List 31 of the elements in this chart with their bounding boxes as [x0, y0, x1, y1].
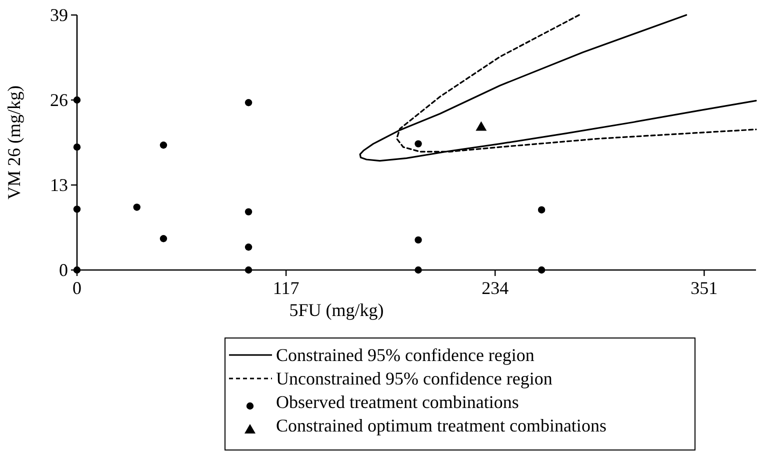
- legend-label: Unconstrained 95% confidence region: [276, 368, 552, 388]
- point: [160, 235, 168, 242]
- point: [414, 236, 422, 244]
- line-series: [359, 14, 757, 162]
- point: [73, 206, 81, 213]
- y-axis-title: VM 26 (mg/kg): [4, 86, 24, 200]
- point: [476, 121, 487, 131]
- x-tick-label: 351: [690, 278, 718, 298]
- point: [133, 204, 140, 211]
- x-tick-label: 0: [72, 278, 82, 298]
- legend-label: Constrained optimum treatment combinations: [276, 416, 606, 436]
- point: [244, 208, 252, 216]
- point: [244, 266, 252, 274]
- point: [538, 206, 546, 214]
- x-axis-title: 5FU (mg/kg): [289, 300, 384, 320]
- y-tick-label: 26: [50, 90, 68, 110]
- point: [414, 140, 422, 148]
- y-tick-label: 39: [50, 5, 68, 25]
- point: [244, 244, 252, 251]
- y-tick-label: 13: [50, 175, 68, 195]
- point: [160, 142, 168, 149]
- point: [73, 143, 81, 151]
- point: [73, 96, 81, 104]
- point: [538, 266, 546, 274]
- y-tick-label: 0: [59, 260, 68, 280]
- point: [244, 99, 252, 106]
- x-tick-label: 117: [272, 278, 300, 298]
- legend-label: Observed treatment combinations: [276, 392, 519, 412]
- point: [414, 266, 422, 274]
- legend-label: Constrained 95% confidence region: [276, 345, 534, 365]
- x-tick-label: 234: [482, 278, 509, 298]
